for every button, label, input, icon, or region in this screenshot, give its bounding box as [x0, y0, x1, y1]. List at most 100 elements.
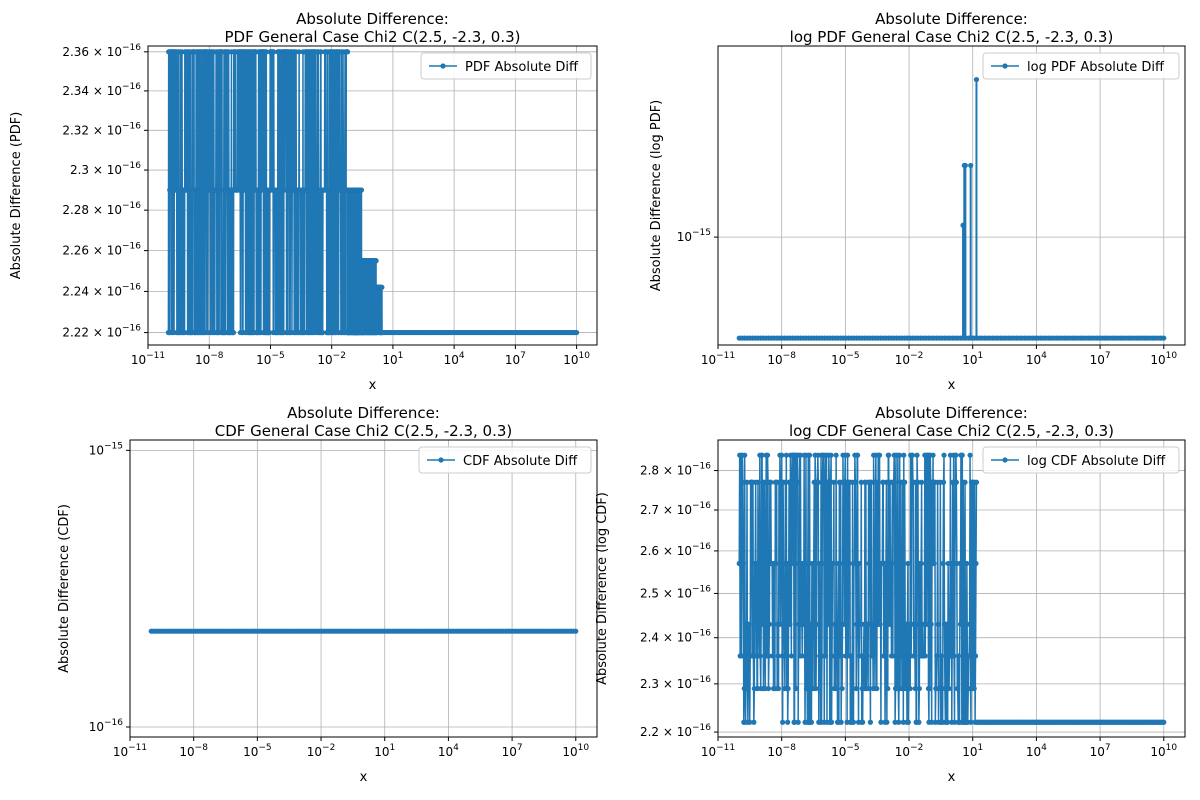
- data-point: [816, 560, 822, 567]
- data-point: [951, 719, 958, 725]
- data-point: [867, 719, 874, 725]
- data-point: [1161, 719, 1167, 725]
- chart-panel-2: 10−11 10−8 10−5 10−2 101 104 107 1010 10−15 Absol…: [649, 10, 1186, 393]
- data-point: [957, 621, 964, 627]
- data-point: [320, 329, 326, 336]
- data-point: [846, 560, 852, 567]
- x-axis-label: x: [369, 378, 377, 393]
- x-tick-label: 10−5: [831, 743, 860, 759]
- legend-label: PDF Absolute Diff: [465, 60, 579, 75]
- data-point: [900, 719, 906, 725]
- data-point: [905, 560, 911, 567]
- data-point: [916, 719, 922, 725]
- data-point: [856, 560, 862, 567]
- data-point: [775, 685, 782, 692]
- data-point: [929, 719, 935, 725]
- x-tick-label: 10−2: [307, 743, 336, 759]
- data-point: [884, 560, 890, 567]
- data-point: [840, 560, 847, 567]
- x-tick-label: 10−11: [701, 743, 735, 759]
- chart-title: Absolute Difference:: [287, 404, 440, 422]
- x-tick-label: 101: [962, 743, 983, 759]
- data-point: [811, 560, 817, 567]
- data-point: [939, 653, 945, 659]
- data-point: [740, 479, 746, 485]
- data-point: [788, 653, 794, 659]
- x-tick-label: 10−2: [895, 351, 924, 367]
- data-point: [785, 685, 791, 692]
- data-point: [755, 560, 762, 567]
- data-point: [782, 479, 788, 485]
- chart-title: PDF General Case Chi2 C(2.5, -2.3, 0.3): [224, 28, 520, 46]
- data-point: [828, 719, 835, 725]
- x-axis-label: x: [360, 770, 368, 785]
- data-point: [764, 452, 771, 458]
- data-point: [948, 560, 954, 567]
- data-point: [770, 653, 776, 659]
- data-point: [967, 621, 973, 627]
- data-point: [759, 621, 766, 627]
- data-point: [909, 452, 916, 458]
- data-point: [800, 560, 806, 567]
- data-point: [967, 452, 973, 458]
- data-point: [950, 479, 956, 485]
- data-point: [766, 621, 773, 627]
- data-point: [868, 479, 874, 485]
- chart-panel-4: 10−11 10−8 10−5 10−2 101 104 107 1010 2.2 × 10−1…: [595, 404, 1186, 785]
- data-point: [940, 560, 946, 567]
- data-point: [856, 653, 863, 659]
- legend: CDF Absolute Diff: [418, 446, 592, 474]
- data-point: [804, 621, 810, 627]
- y-axis-label: Absolute Difference (log CDF): [595, 492, 610, 685]
- chart-panel-1: 10−11 10−8 10−5 10−2 101 104 107 1010 2.22 × 10−…: [9, 10, 598, 393]
- data-point: [775, 653, 781, 659]
- data-point: [887, 621, 894, 627]
- y-tick-label: 2.28 × 10−16: [62, 201, 141, 217]
- data-point: [757, 653, 763, 659]
- data-point: [828, 452, 834, 458]
- data-point: [799, 653, 805, 659]
- data-point: [949, 621, 955, 627]
- y-tick-label: 2.3 × 10−16: [640, 675, 711, 691]
- data-point: [968, 162, 974, 169]
- y-axis-label: Absolute Difference (CDF): [57, 504, 72, 673]
- legend-marker: [438, 457, 444, 463]
- data-point: [898, 560, 905, 567]
- data-point: [839, 653, 845, 659]
- data-point: [1161, 335, 1167, 341]
- data-point: [835, 621, 841, 627]
- data-point: [793, 685, 799, 692]
- data-point: [874, 479, 880, 485]
- data-point: [263, 49, 269, 55]
- data-point: [789, 479, 795, 485]
- data-point: [935, 621, 941, 627]
- data-point: [892, 479, 898, 485]
- data-point: [761, 479, 767, 485]
- data-point: [901, 452, 907, 458]
- y-tick-label: 2.7 × 10−16: [640, 501, 711, 517]
- data-point: [744, 685, 751, 692]
- data-point: [797, 452, 804, 458]
- x-tick-label: 107: [1090, 743, 1111, 759]
- data-point: [766, 653, 772, 659]
- data-point: [928, 621, 934, 627]
- data-point: [860, 719, 866, 725]
- x-tick-label: 10−8: [767, 351, 796, 367]
- data-point: [817, 621, 823, 627]
- series-line: [361, 260, 377, 334]
- data-point: [941, 452, 947, 458]
- legend-marker: [1002, 63, 1008, 69]
- data-point: [919, 621, 926, 627]
- y-tick-label: 2.32 × 10−16: [62, 121, 141, 137]
- data-point: [738, 653, 745, 659]
- data-point: [755, 479, 761, 485]
- data-point: [271, 49, 277, 55]
- data-point: [865, 685, 871, 692]
- y-tick-label: 2.34 × 10−16: [62, 82, 141, 98]
- x-tick-label: 10−8: [767, 743, 796, 759]
- axes-frame: [717, 439, 1186, 738]
- data-point: [874, 685, 880, 692]
- data-point: [785, 719, 791, 725]
- legend: log CDF Absolute Diff: [982, 446, 1180, 474]
- data-point: [918, 560, 924, 567]
